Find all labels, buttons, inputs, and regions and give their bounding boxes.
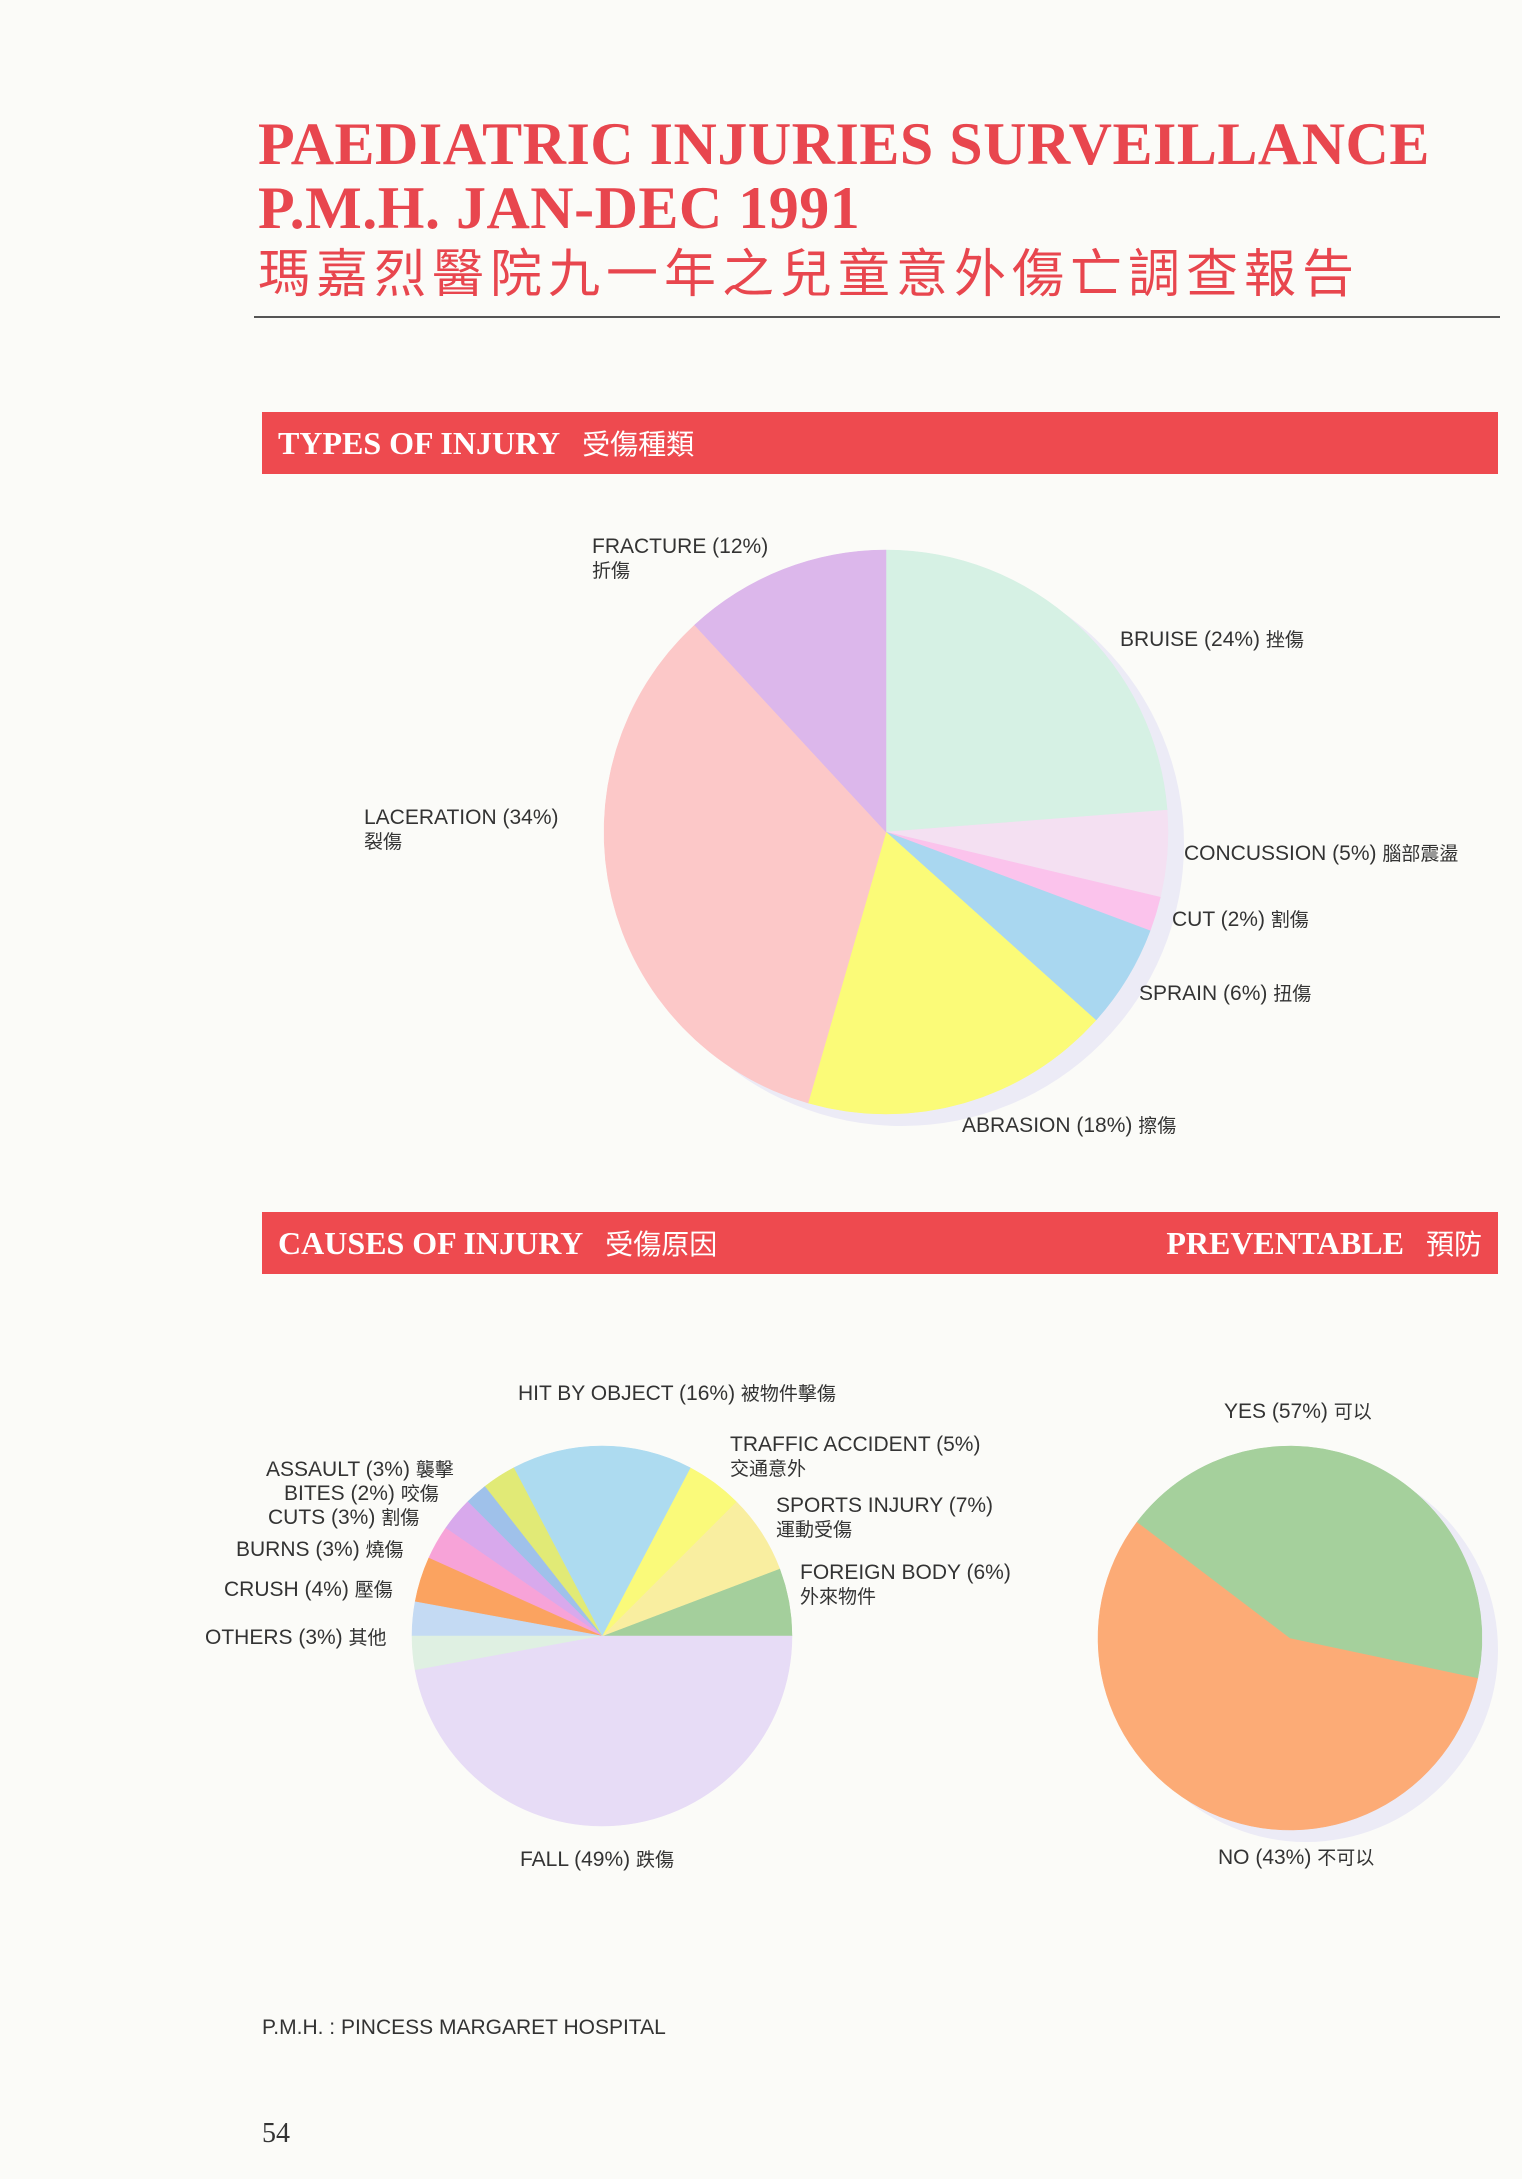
slice-label-traffic-accident: TRAFFIC ACCIDENT (5%) 交通意外 [730, 1433, 981, 1480]
pie-slice-laceration [603, 624, 887, 1104]
types-section-label-cn: 受傷種類 [582, 428, 695, 461]
page-title-block: PAEDIATRIC INJURIES SURVEILLANCE P.M.H. … [258, 112, 1498, 308]
footnote: P.M.H. : PINCESS MARGARET HOSPITAL [262, 2016, 666, 2039]
page-title: PAEDIATRIC INJURIES SURVEILLANCE [258, 111, 1430, 177]
slice-label-fracture: FRACTURE (12%) 折傷 [592, 535, 769, 582]
preventable-section-header: PREVENTABLE 預防 [1166, 1223, 1482, 1263]
preventable-pie [1097, 1445, 1498, 1842]
slice-label-cut: CUT (2%) 割傷 [1172, 908, 1309, 931]
causes-of-injury-pie [411, 1445, 793, 1827]
slice-label-no: NO (43%) 不可以 [1218, 1846, 1375, 1869]
slice-label-others: OTHERS (3%) 其他 [205, 1626, 387, 1649]
pie-slice-bruise [885, 549, 1168, 833]
types-of-injury-pie [603, 549, 1184, 1126]
causes-section-label: CAUSES OF INJURY [278, 1224, 584, 1261]
slice-label-assault: ASSAULT (3%) 襲擊 [266, 1458, 454, 1481]
page-title-chinese: 瑪嘉烈醫院九一年之兒童意外傷亡調查報告 [258, 245, 1361, 305]
slice-label-crush: CRUSH (4%) 壓傷 [224, 1578, 393, 1601]
slice-label-bruise: BRUISE (24%) 挫傷 [1120, 628, 1304, 651]
pie-slice-fall [414, 1635, 793, 1827]
pie-slice-fracture [694, 549, 887, 833]
causes-section-label-cn: 受傷原因 [605, 1228, 718, 1261]
types-section-header: TYPES OF INJURY 受傷種類 [262, 412, 1498, 474]
title-divider [254, 316, 1500, 318]
slice-label-sports-injury: SPORTS INJURY (7%) 運動受傷 [776, 1494, 994, 1541]
causes-section-header: CAUSES OF INJURY 受傷原因 PREVENTABLE 預防 [262, 1212, 1498, 1274]
slice-label-sprain: SPRAIN (6%) 扭傷 [1139, 982, 1312, 1005]
slice-label-cuts: CUTS (3%) 割傷 [268, 1506, 420, 1529]
pie-slice-yes [1097, 1521, 1479, 1831]
slice-label-yes: YES (57%) 可以 [1224, 1400, 1372, 1423]
types-section-label: TYPES OF INJURY [278, 424, 561, 461]
pie-slice-abrasion [807, 831, 1097, 1115]
slice-label-concussion: CONCUSSION (5%) 腦部震盪 [1184, 842, 1459, 865]
slice-label-hit-by-object: HIT BY OBJECT (16%) 被物件擊傷 [518, 1382, 836, 1405]
pie-slice-no [1136, 1445, 1483, 1679]
preventable-section-label-cn: 預防 [1425, 1228, 1482, 1261]
slice-label-abrasion: ABRASION (18%) 擦傷 [962, 1114, 1177, 1137]
slice-label-fall: FALL (49%) 跌傷 [520, 1848, 674, 1871]
page-subtitle: P.M.H. JAN-DEC 1991 [258, 175, 861, 241]
slice-label-laceration: LACERATION (34%) 裂傷 [364, 806, 559, 853]
preventable-section-label: PREVENTABLE [1166, 1224, 1404, 1261]
pie-slice-hit-by-object [513, 1445, 691, 1637]
slice-label-foreign-body: FOREIGN BODY (6%) 外來物件 [800, 1561, 1011, 1608]
slice-label-bites: BITES (2%) 咬傷 [284, 1482, 439, 1505]
page-number: 54 [262, 2118, 290, 2149]
slice-label-burns: BURNS (3%) 燒傷 [236, 1538, 404, 1561]
